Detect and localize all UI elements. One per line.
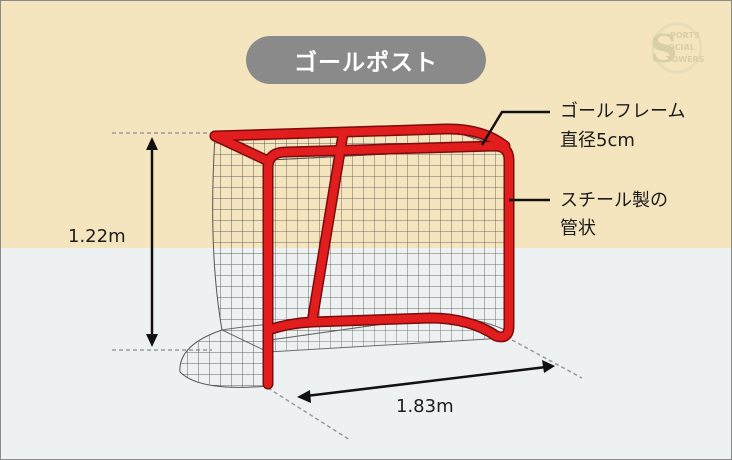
extension-lines <box>112 132 583 441</box>
svg-text:OCIAL: OCIAL <box>668 43 695 52</box>
goal-frame <box>209 123 515 390</box>
height-label: 1.22m <box>68 226 126 247</box>
svg-text:PORTS: PORTS <box>670 31 700 40</box>
material-label-line1: スチール製の <box>560 190 668 211</box>
brand-logo: S PORTS OCIAL TOWERS <box>650 22 705 74</box>
dimension-arrows <box>146 137 555 403</box>
svg-text:S: S <box>650 26 677 71</box>
svg-text:TOWERS: TOWERS <box>666 55 705 64</box>
frame-label-line1: ゴールフレーム <box>560 101 686 122</box>
width-label: 1.83m <box>396 396 454 417</box>
title-pill: ゴールポスト <box>246 36 486 84</box>
callout-lines <box>480 110 550 202</box>
material-label-line2: 管状 <box>560 218 596 239</box>
frame-label-line2: 直径5cm <box>560 130 635 151</box>
